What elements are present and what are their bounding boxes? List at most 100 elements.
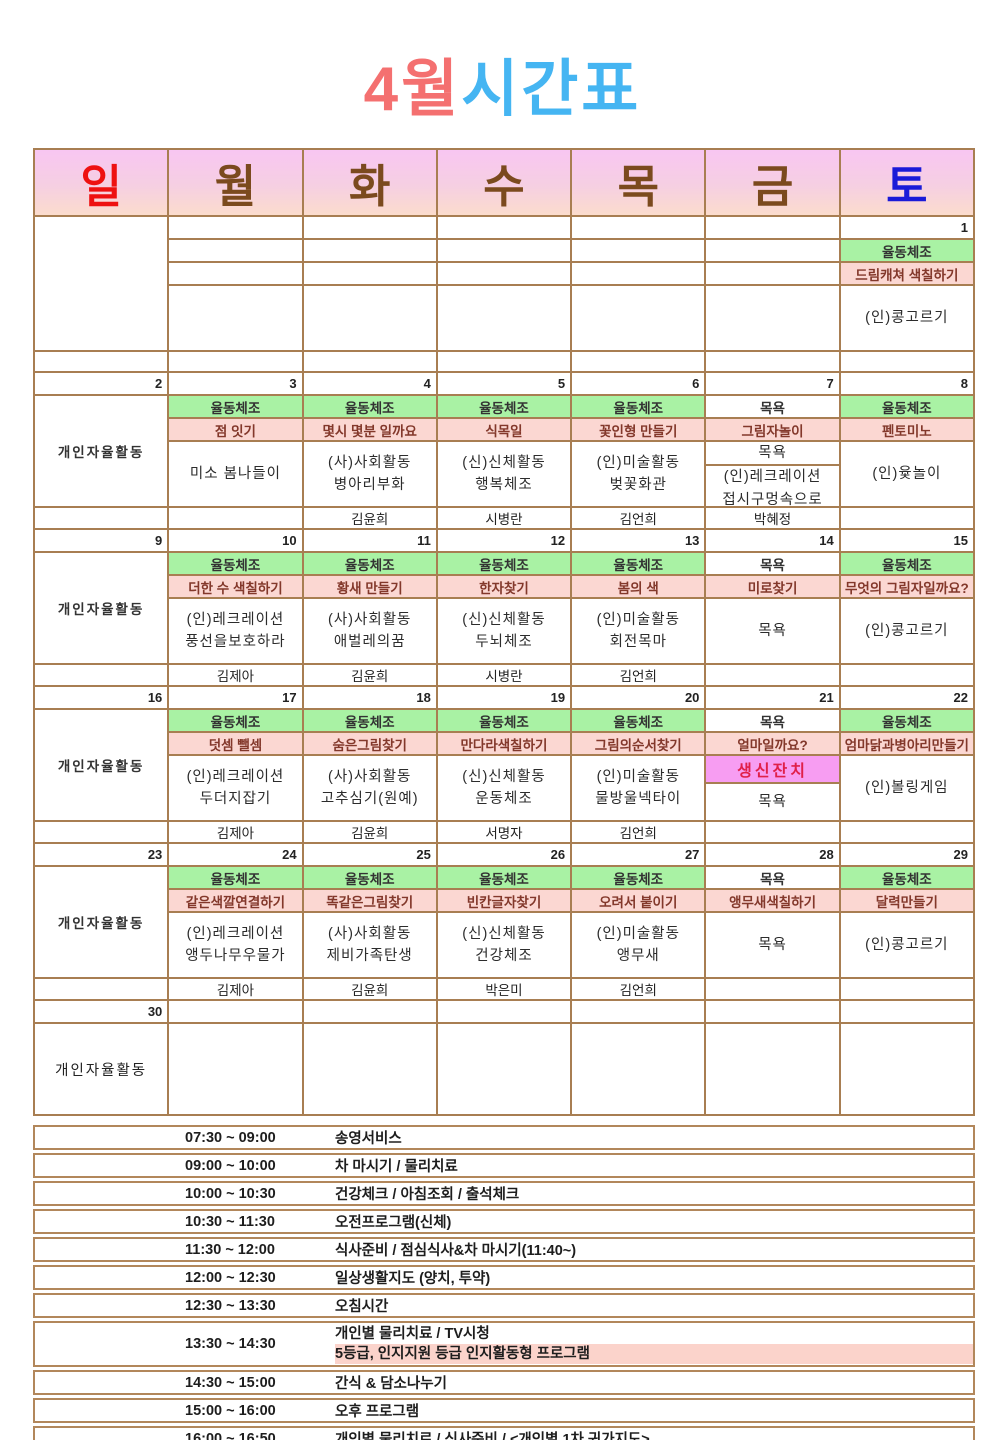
program-cell: (신)신체활동 두뇌체조 (435, 597, 573, 665)
exercise-cell: 율동체조 (301, 551, 438, 576)
program-line: (사)사회활동 (328, 768, 412, 785)
program-line: (사)사회활동 (328, 925, 412, 942)
activity-cell: 덧셈 뺄셈 (167, 731, 304, 756)
schedule-time: 07:30 ~ 09:00 (185, 1129, 276, 1146)
date-cell: 8 (838, 371, 976, 396)
instructor-cell: 김윤희 (301, 506, 438, 530)
program-line: 목욕 (758, 445, 787, 461)
schedule-row: 07:30 ~ 09:00 송영서비스 (33, 1125, 975, 1150)
program-cell: (인)레크레이션 풍선을보호하라 (167, 597, 304, 665)
schedule-time: 16:00 ~ 16:50 (185, 1430, 276, 1440)
program-cell (704, 1022, 841, 1116)
date-cell: 27 (570, 842, 707, 867)
program-cell: (신)신체활동 건강체조 (435, 911, 573, 979)
program-cell: (인)콩고르기 (838, 597, 976, 665)
program-cell: (신)신체활동 행복체조 (435, 440, 573, 508)
exercise-cell: 율동체조 (167, 551, 304, 576)
sunday-activity-cell: 개인자율활동 (32, 551, 170, 665)
sunday-activity-cell (32, 215, 170, 352)
schedule-text: 송영서비스 (335, 1131, 402, 1147)
activity-cell: 엄마닭과병아리만들기 (838, 731, 976, 756)
date-cell (570, 215, 707, 240)
split-wrap: 목욕 (인)레크레이션 접시구멍속으로 (707, 443, 838, 505)
instructor-cell (167, 506, 304, 530)
exercise-cell: 율동체조 (435, 708, 573, 733)
program-line: (인)레크레이션 (186, 925, 285, 942)
program-line: 운동체조 (475, 791, 533, 807)
activity-cell: 무엇의 그림자일까요? (838, 574, 976, 599)
activity-cell: 더한 수 색칠하기 (167, 574, 304, 599)
schedule-row: 09:00 ~ 10:00 차 마시기 / 물리치료 (33, 1153, 975, 1178)
activity-cell: 같은색깔연결하기 (167, 888, 304, 913)
date-cell (301, 215, 438, 240)
program-cell: (인)레크레이션 앵두나무우물가 (167, 911, 304, 979)
date-cell: 4 (301, 371, 438, 396)
schedule-row: 11:30 ~ 12:00 식사준비 / 점심식사&차 마시기(11:40~) (33, 1237, 975, 1262)
instructor-cell: 박혜정 (704, 506, 841, 530)
instructor-cell (32, 350, 170, 373)
program-cell (301, 284, 438, 352)
schedule-text: 차 마시기 / 물리치료 (335, 1159, 458, 1175)
sunday-date-cell: 16 (32, 685, 170, 710)
title-label: 시간표 (461, 55, 642, 124)
sunday-date-cell: 23 (32, 842, 170, 867)
date-cell (704, 215, 841, 240)
week-activity-row: 더한 수 색칠하기 황새 만들기 한자찾기 봄의 색 미로찾기 무엇의 그림자일까요? (34, 574, 976, 599)
split-bottom-cell: (인)레크레이션 접시구멍속으로 (707, 466, 837, 505)
activity-cell: 꽃인형 만들기 (570, 417, 707, 442)
program-line: 제비가족탄생 (326, 948, 413, 964)
day-header: 월 (167, 148, 304, 217)
program-cell: (인)미술활동 앵무새 (570, 911, 707, 979)
exercise-cell (301, 238, 438, 263)
activity-cell: 드림캐쳐 색칠하기 (838, 261, 976, 286)
date-cell: 21 (704, 685, 841, 710)
program-line: 목욕 (758, 793, 787, 810)
program-cell: (사)사회활동 병아리부화 (301, 440, 438, 508)
activity-cell: 몇시 몇분 일까요 (301, 417, 438, 442)
week-instructor-row (32, 350, 976, 373)
exercise-cell (435, 238, 573, 263)
program-cell (704, 284, 841, 352)
split-bottom-cell: 목욕 (707, 784, 837, 819)
program-cell: (인)볼링게임 (838, 754, 976, 822)
week-exercise-row: 개인자율활동 율동체조 율동체조 율동체조 율동체조 목욕 율동체조 (32, 394, 976, 508)
exercise-cell: 율동체조 (838, 238, 976, 263)
activity-cell: 그림자놀이 (704, 417, 841, 442)
schedule-highlight: 5등급, 인지지원 등급 인지활동형 프로그램 (335, 1344, 973, 1364)
exercise-cell (570, 238, 707, 263)
program-line: (인)레크레이션 (186, 611, 285, 628)
date-cell: 28 (704, 842, 841, 867)
week-date-row: 30 (32, 999, 976, 1024)
week-main-row: 개인자율활동 (32, 1022, 976, 1116)
exercise-cell: 목욕 (704, 865, 841, 890)
schedule-time: 09:00 ~ 10:00 (185, 1157, 276, 1174)
program-cell (167, 1022, 304, 1116)
instructor-cell: 시병란 (435, 506, 573, 530)
exercise-cell: 율동체조 (301, 865, 438, 890)
instructor-cell (838, 663, 976, 687)
activity-cell: 그림의순서찾기 (570, 731, 707, 756)
instructor-cell (32, 663, 170, 687)
schedule-time: 15:00 ~ 16:00 (185, 1402, 276, 1419)
date-cell: 7 (704, 371, 841, 396)
birthday-cell: 생신잔치 (707, 757, 838, 784)
day-header: 목 (570, 148, 707, 217)
schedule-row: 10:00 ~ 10:30 건강체크 / 아침조회 / 출석체크 (33, 1181, 975, 1206)
exercise-cell: 율동체조 (570, 394, 707, 419)
program-line: (인)레크레이션 (723, 469, 822, 486)
program-line: 애벌레의꿈 (333, 634, 406, 650)
schedule-time: 12:00 ~ 12:30 (185, 1269, 276, 1286)
exercise-cell: 율동체조 (167, 708, 304, 733)
exercise-cell: 율동체조 (167, 394, 304, 419)
date-cell: 22 (838, 685, 976, 710)
schedule-text: 개인별 물리치료 / TV시청 (335, 1326, 490, 1342)
sunday-activity-cell: 개인자율활동 (32, 708, 170, 822)
date-cell: 1 (838, 215, 976, 240)
sunday-date-cell: 9 (32, 528, 170, 553)
exercise-cell: 율동체조 (167, 865, 304, 890)
date-cell: 20 (570, 685, 707, 710)
